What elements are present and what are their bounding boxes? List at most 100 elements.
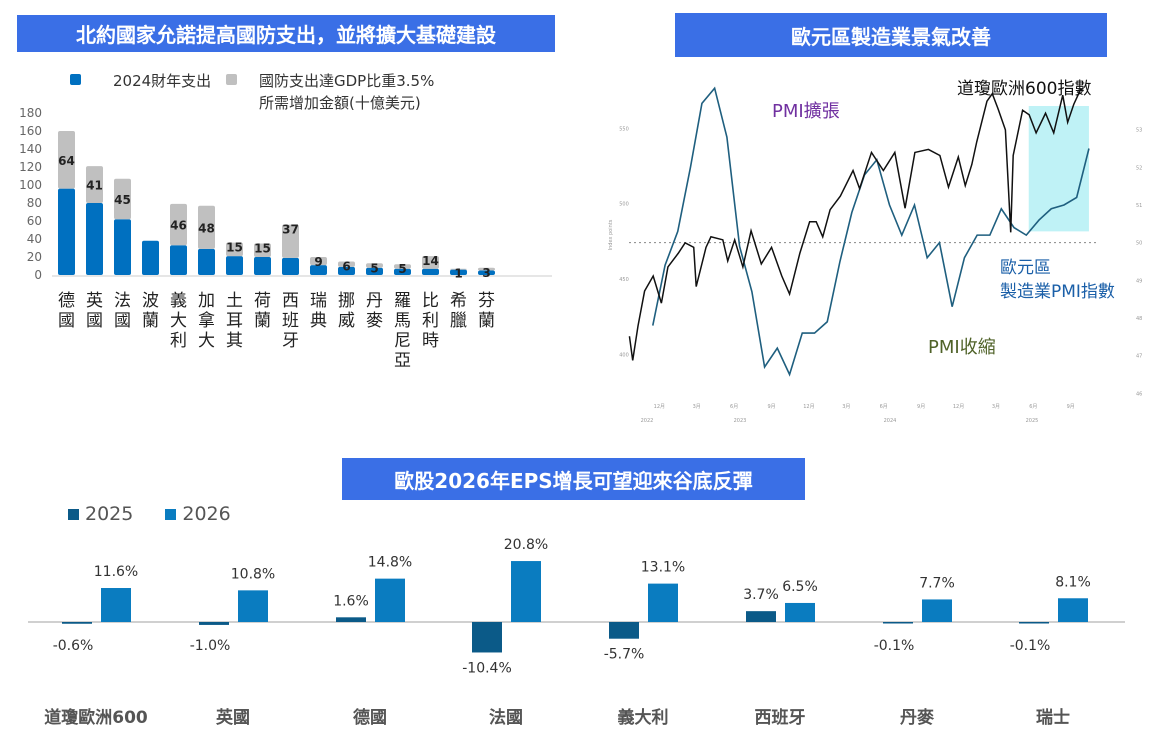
country-label: 典 [310, 311, 327, 331]
data-label: 48 [198, 221, 215, 235]
defense-title-banner: 北約國家允諾提高國防支出，並將擴大基礎建設 [17, 15, 555, 52]
bar-additional-needed [478, 267, 495, 271]
bar-additional-needed [86, 166, 103, 203]
data-label-2025: -0.1% [1010, 638, 1051, 654]
x-year-label: 2022 [641, 418, 654, 424]
country-label: 班 [282, 311, 299, 331]
country-label: 西 [282, 291, 299, 311]
stoxx-annotation: 道瓊歐洲600指數 [957, 79, 1092, 99]
x-year-label: 2025 [1026, 418, 1039, 424]
x-tick-label: 12月 [654, 404, 665, 410]
pmi-annotation-line1: 歐元區 [1000, 258, 1051, 278]
bar-2026 [785, 602, 815, 622]
bar-2025 [336, 617, 366, 622]
x-tick-label: 6月 [880, 404, 888, 410]
bar-additional-needed [254, 243, 271, 257]
legend-swatch-gray [226, 74, 237, 85]
data-label-2025: -1.0% [190, 638, 231, 654]
country-label: 拿 [198, 310, 215, 331]
bar-2025 [472, 622, 502, 653]
defense-legend-blue: 2024財年支出 [70, 70, 211, 91]
country-label: 尼 [394, 331, 411, 351]
data-label: 3 [482, 266, 490, 280]
country-label: 國 [58, 311, 75, 331]
bar-additional-needed [282, 224, 299, 258]
data-label-2026: 6.5% [782, 579, 818, 595]
bar-2025 [609, 622, 639, 639]
x-tick-label: 3月 [992, 404, 1000, 410]
right-y-tick: 51 [1136, 203, 1142, 209]
country-label: 其 [226, 331, 243, 351]
bar-additional-needed [310, 257, 327, 266]
bar-2024-spending [310, 265, 327, 275]
pmi-line [651, 86, 1090, 377]
left-y-tick: 550 [619, 126, 629, 132]
data-label-2025: -5.7% [604, 647, 645, 663]
country-label: 時 [422, 331, 439, 351]
legend-swatch-2026 [165, 509, 177, 520]
right-y-tick: 46 [1136, 391, 1142, 397]
country-label: 利 [422, 311, 439, 331]
bar-2025 [199, 622, 229, 625]
stoxx600-line [628, 88, 1084, 361]
pmi-title-banner: 歐元區製造業景氣改善 [675, 13, 1107, 57]
data-label: 41 [86, 179, 103, 193]
data-label: 9 [314, 255, 322, 269]
country-label: 國 [86, 311, 103, 331]
bar-2024-spending [338, 266, 355, 275]
legend-swatch-2025 [68, 509, 79, 520]
bar-additional-needed [198, 205, 215, 249]
bar-2024-spending [422, 268, 439, 275]
country-label: 波 [142, 291, 159, 311]
x-year-label: 2023 [734, 418, 747, 424]
pmi-annotation: 歐元區 製造業PMI指數 [1000, 256, 1115, 304]
x-tick-label: 6月 [1029, 404, 1037, 410]
data-label: 45 [114, 193, 131, 207]
contraction-annotation: PMI收縮 [928, 337, 996, 358]
y-tick-label: 60 [27, 214, 42, 228]
country-label: 荷 [254, 291, 271, 311]
country-label: 英 [86, 291, 103, 311]
data-label-2026: 10.8% [231, 566, 275, 582]
bar-2025 [62, 622, 92, 624]
x-tick-label: 9月 [767, 404, 775, 410]
data-label-2026: 7.7% [919, 575, 955, 591]
data-label-2025: -0.6% [53, 638, 94, 654]
left-y-tick: 500 [619, 202, 629, 208]
right-y-tick: 50 [1136, 241, 1142, 247]
data-label-2025: -0.1% [874, 638, 915, 654]
right-y-tick: 52 [1136, 165, 1142, 171]
right-y-tick: 48 [1136, 316, 1142, 322]
country-label: 大 [198, 331, 215, 351]
y-tick-label: 20 [27, 250, 42, 264]
data-label-2025: 1.6% [333, 593, 369, 609]
bar-additional-needed [338, 261, 355, 267]
data-label-2026: 8.1% [1055, 574, 1091, 590]
data-label: 15 [226, 241, 243, 255]
data-label: 15 [254, 242, 271, 256]
bar-additional-needed [366, 263, 383, 268]
country-label: 義 [170, 291, 187, 311]
category-label: 英國 [216, 707, 250, 728]
bar-2026 [922, 599, 952, 622]
category-label: 瑞士 [1036, 707, 1070, 728]
x-tick-label: 12月 [953, 404, 964, 410]
bar-2025 [746, 611, 776, 622]
bar-2024-spending [450, 269, 467, 275]
bar-2024-spending [170, 245, 187, 275]
right-y-tick: 47 [1136, 354, 1142, 360]
bar-2024-spending [198, 248, 215, 275]
country-label: 亞 [394, 351, 411, 371]
legend-label-2025: 2025 [85, 503, 134, 525]
bar-additional-needed [450, 268, 467, 270]
country-label: 德 [58, 291, 75, 311]
data-label-2026: 20.8% [504, 537, 548, 553]
country-label: 挪 [338, 291, 355, 311]
bar-2024-spending [58, 188, 75, 275]
x-tick-label: 6月 [730, 404, 738, 410]
bar-2025 [883, 622, 913, 624]
bar-2026 [648, 583, 678, 622]
bar-2025 [1019, 622, 1049, 624]
bar-2024-spending [142, 240, 159, 275]
